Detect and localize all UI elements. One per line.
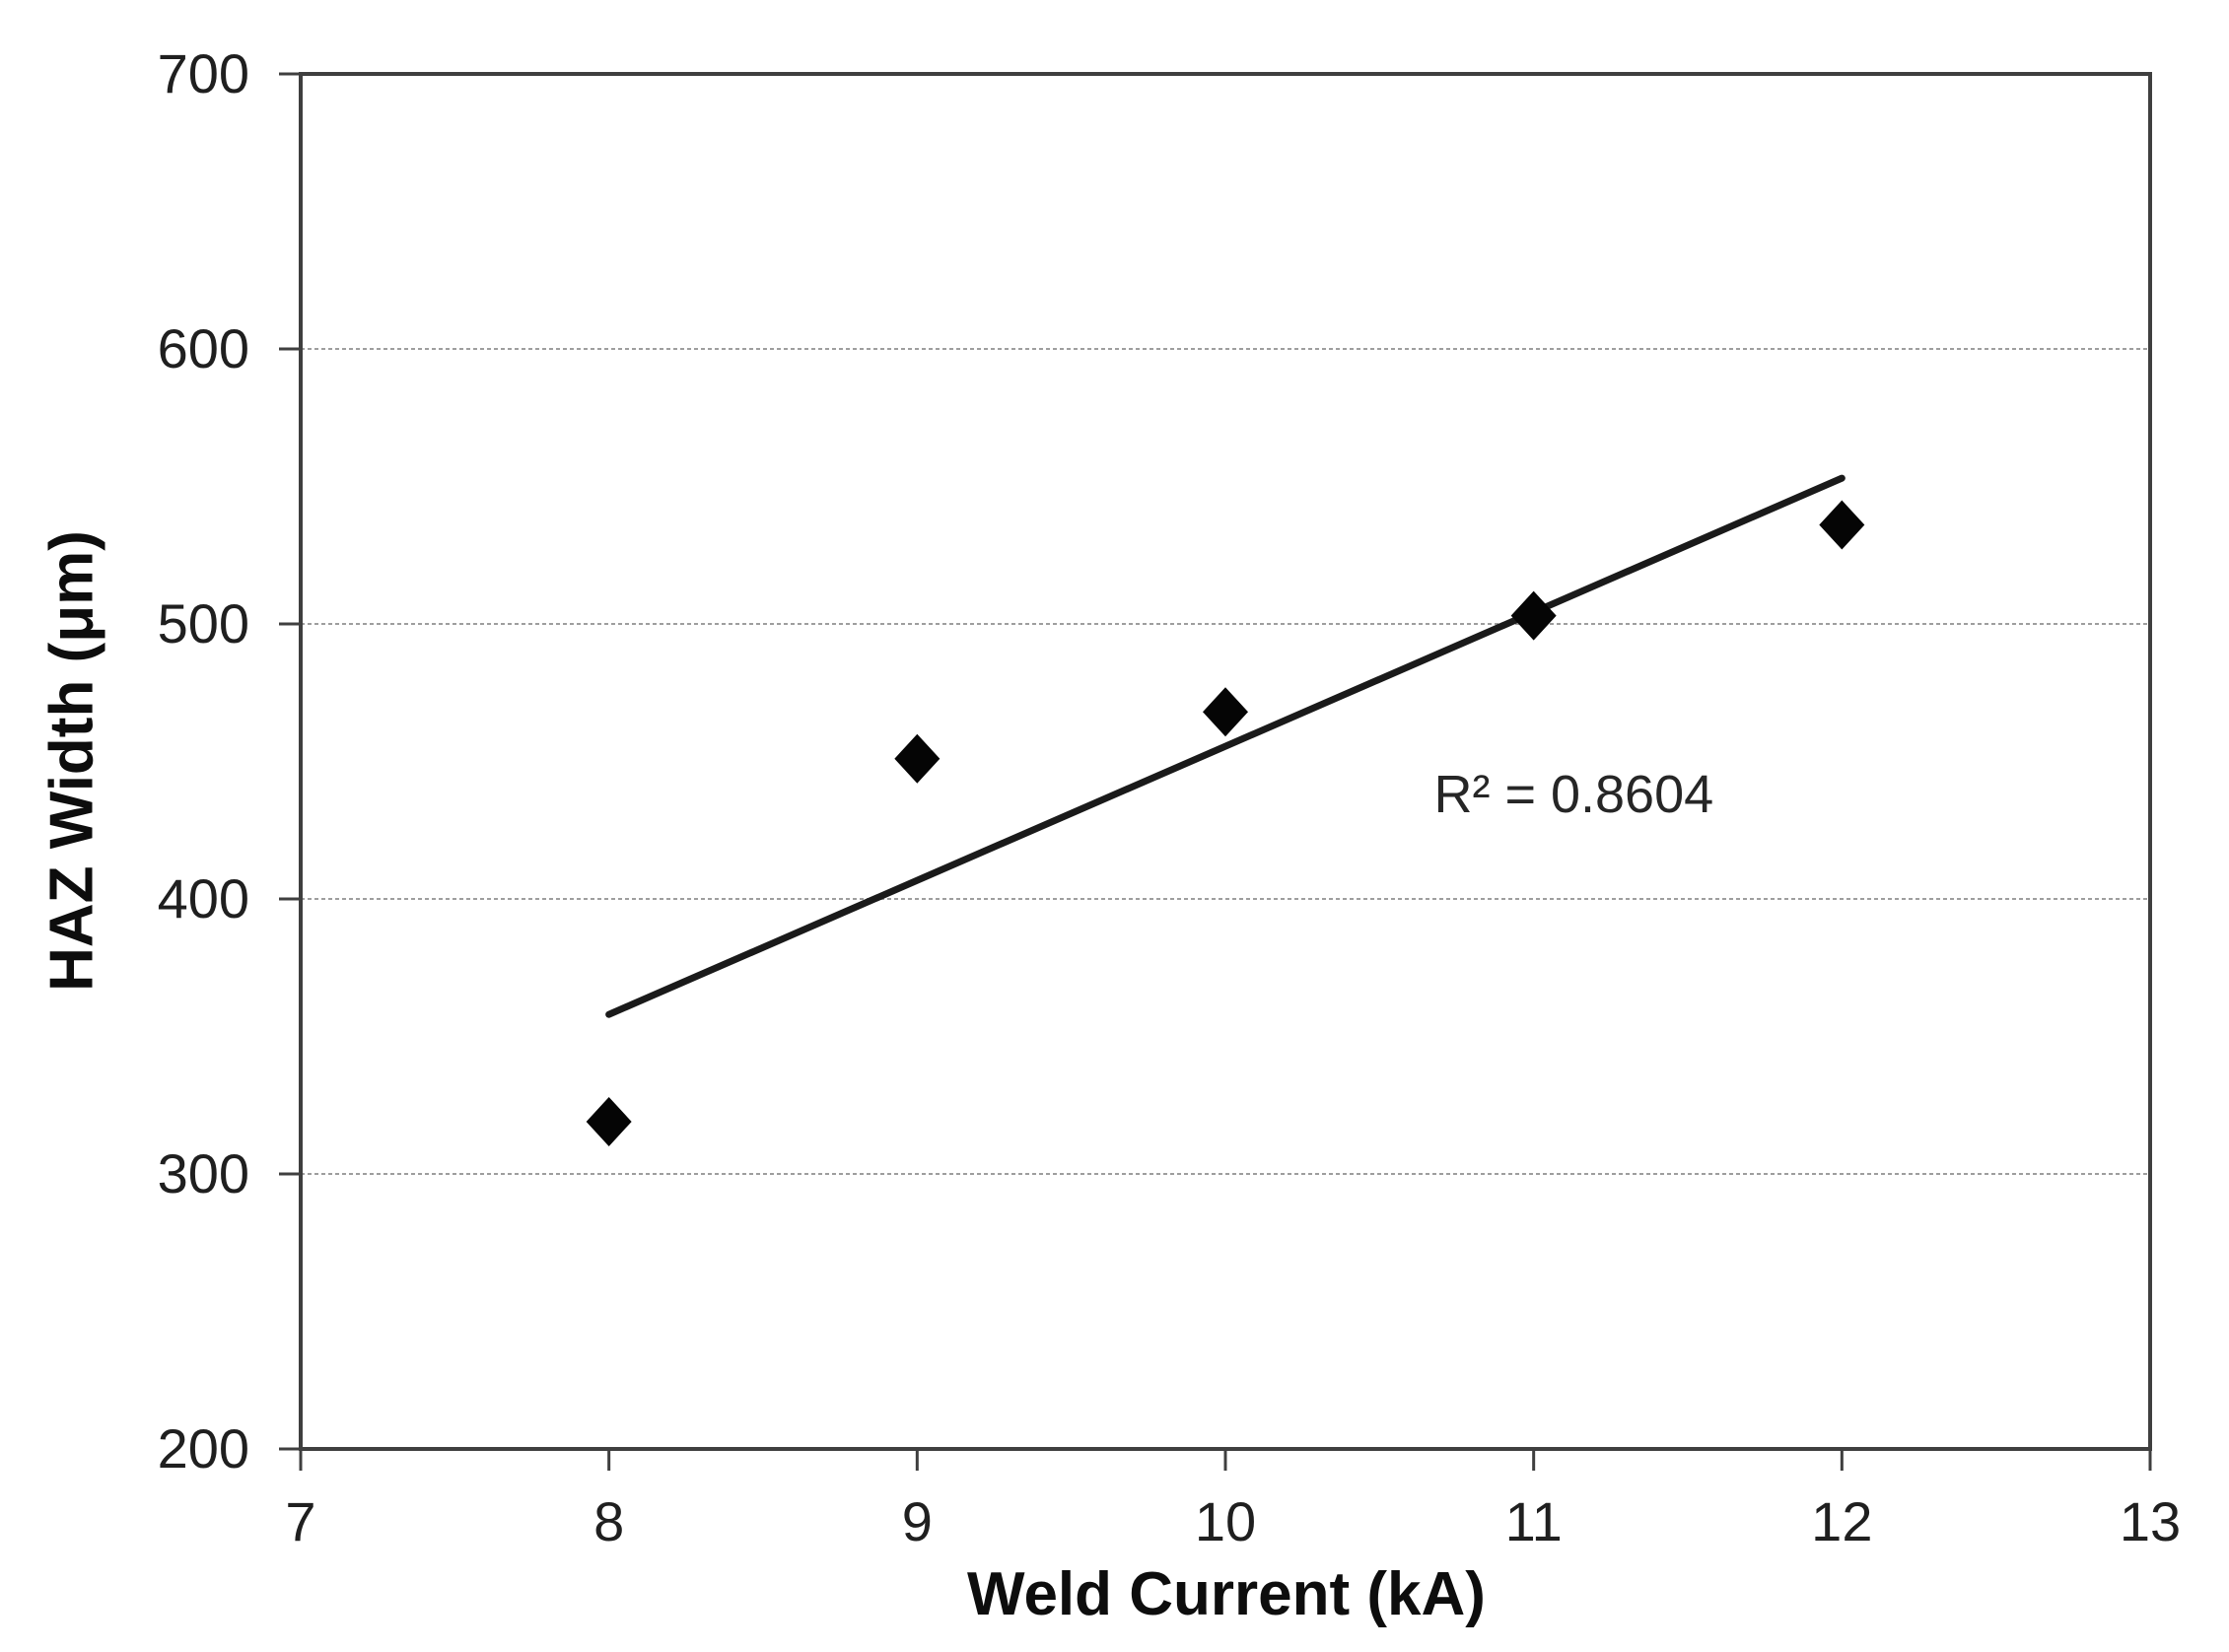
x-tick-label-7: 7 bbox=[285, 1490, 316, 1552]
y-tick-label-300: 300 bbox=[157, 1142, 249, 1205]
data-point-9kA bbox=[894, 733, 940, 784]
y-tick-label-400: 400 bbox=[157, 867, 249, 929]
trendline bbox=[605, 474, 1846, 1018]
x-tick-label-10: 10 bbox=[1194, 1490, 1257, 1552]
r-squared-annotation: R² = 0.8604 bbox=[1433, 764, 1714, 824]
y-tick-label-600: 600 bbox=[157, 317, 249, 379]
y-tick-label-700: 700 bbox=[157, 42, 249, 104]
data-point-10kA bbox=[1203, 687, 1248, 737]
plot-border bbox=[299, 72, 2152, 1451]
data-point-11kA bbox=[1510, 590, 1557, 641]
data-point-8kA bbox=[586, 1096, 632, 1146]
x-tick-label-12: 12 bbox=[1811, 1490, 1873, 1552]
x-tick-label-8: 8 bbox=[593, 1490, 625, 1552]
x-axis-title: Weld Current (kA) bbox=[967, 1560, 1486, 1628]
y-tick-label-200: 200 bbox=[157, 1417, 249, 1480]
data-point-12kA bbox=[1819, 500, 1865, 550]
y-tick-label-500: 500 bbox=[157, 592, 249, 654]
x-tick-label-9: 9 bbox=[901, 1490, 933, 1552]
x-tick-label-13: 13 bbox=[2119, 1490, 2182, 1552]
x-tick-label-11: 11 bbox=[1504, 1490, 1563, 1552]
y-axis-title: HAZ Width (μm) bbox=[37, 530, 106, 992]
